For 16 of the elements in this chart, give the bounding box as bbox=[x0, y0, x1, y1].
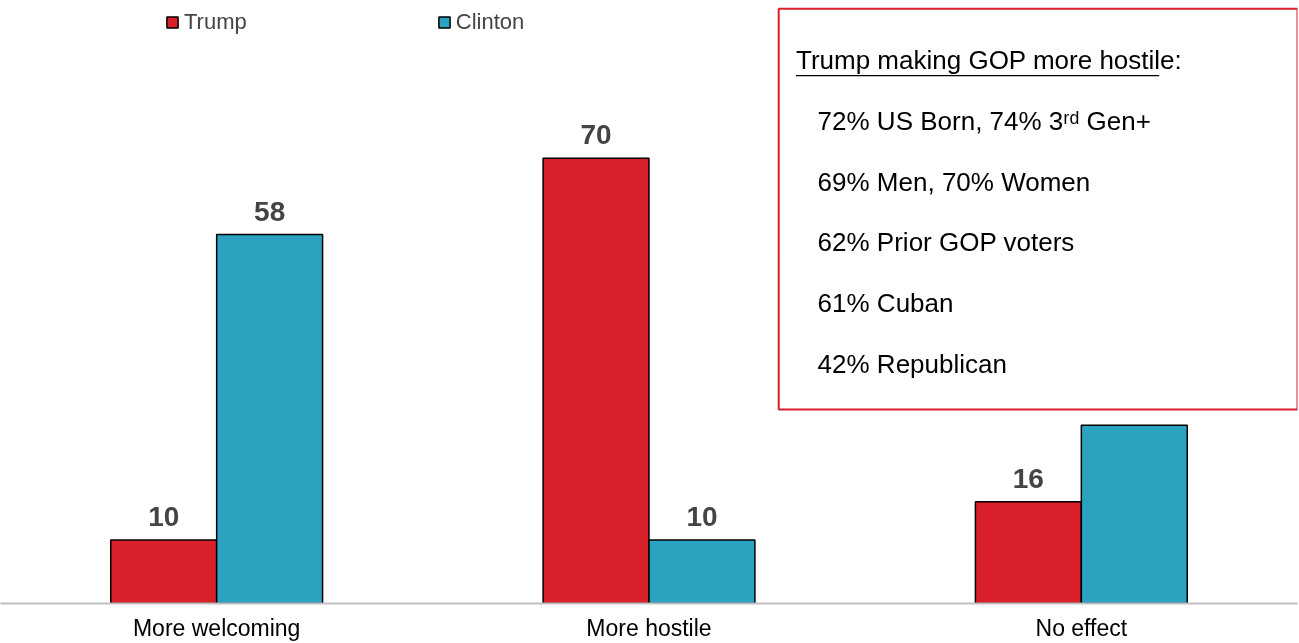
data-label: 16 bbox=[1012, 462, 1044, 494]
annotation: 61% Cuban bbox=[817, 288, 954, 319]
legend-label: Clinton bbox=[455, 9, 525, 35]
annotation: 72% US Born, 74% 3ʳᵈ Gen+ bbox=[817, 106, 1151, 137]
annotation: Trump making GOP more hostile: bbox=[795, 45, 1182, 76]
data-label: 70 bbox=[580, 119, 612, 151]
annotation: 62% Prior GOP voters bbox=[817, 227, 1075, 258]
data-label: 10 bbox=[686, 500, 718, 532]
data-label: 10 bbox=[148, 500, 180, 532]
x-tick-label: More hostile bbox=[586, 614, 712, 641]
legend-label: Trump bbox=[184, 9, 247, 35]
annotation: 42% Republican bbox=[817, 348, 1007, 379]
x-tick-label: More welcoming bbox=[132, 614, 301, 641]
annotation: 69% Men, 70% Women bbox=[817, 166, 1091, 197]
x-tick-label: No effect bbox=[1035, 614, 1128, 641]
data-label: 58 bbox=[254, 195, 286, 227]
